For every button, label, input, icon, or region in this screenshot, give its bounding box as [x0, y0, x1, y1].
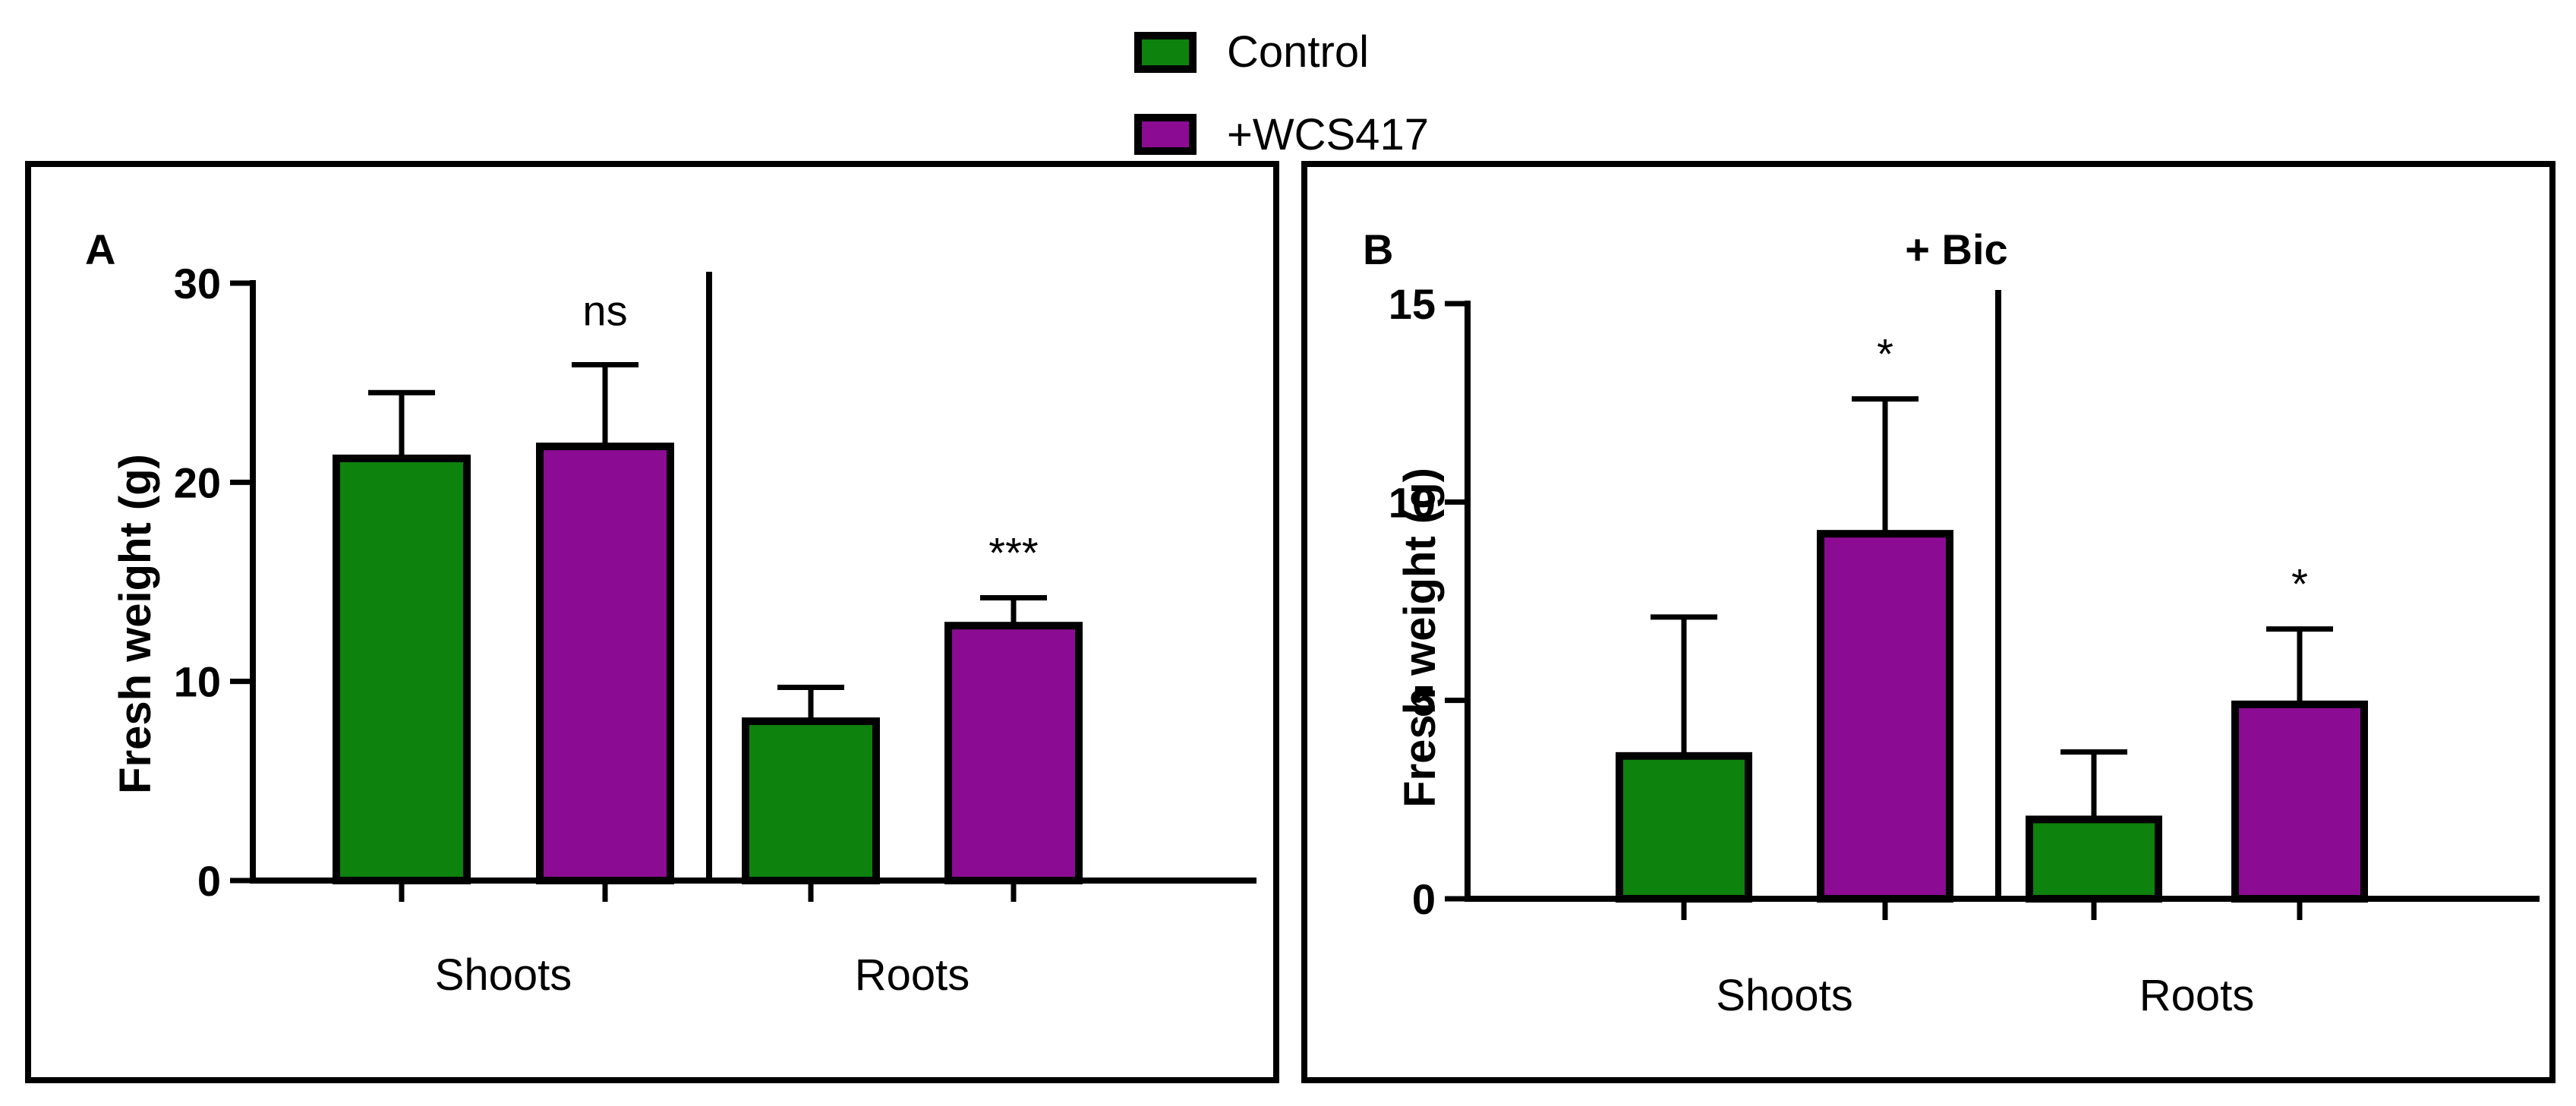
legend-label-treatment: +WCS417 [1227, 110, 1429, 159]
significance-label: ns [582, 287, 627, 335]
panel-a-label: A [85, 225, 115, 273]
bar-roots-treatment [2231, 700, 2368, 903]
significance-label: * [2291, 560, 2308, 608]
panel-b-frame [1301, 161, 2556, 1083]
panel-a-ylabel: Fresh weight (g) [111, 454, 160, 794]
bar-roots-control [2026, 815, 2162, 903]
bar-shoots-control [333, 454, 471, 884]
y-tick-label: 30 [174, 260, 221, 307]
bar-roots-treatment [944, 622, 1083, 884]
legend: Control +WCS417 [1134, 27, 1429, 159]
y-tick-label: 15 [1389, 280, 1436, 328]
panel-a-frame [25, 161, 1279, 1083]
y-tick-label: 20 [174, 458, 221, 506]
significance-label: *** [988, 528, 1038, 576]
significance-label: * [1877, 329, 1893, 377]
category-label: Shoots [1716, 971, 1853, 1020]
panel-b-label: B [1363, 225, 1393, 273]
legend-swatch-treatment [1134, 114, 1197, 155]
panel-a: A Fresh weight (g) 0 10 20 30 Shoots Roots ns *… [25, 161, 1279, 1083]
legend-label-control: Control [1227, 27, 1369, 77]
panel-b-title: + Bic [1905, 225, 2007, 273]
category-label: Shoots [435, 950, 572, 1000]
y-tick-label: 10 [1389, 478, 1436, 526]
legend-swatch-control [1134, 32, 1197, 73]
y-tick-label: 5 [1412, 677, 1436, 725]
y-tick-label: 0 [197, 857, 221, 905]
bar-shoots-treatment [536, 443, 674, 884]
bar-shoots-treatment [1817, 530, 1953, 903]
y-tick-label: 0 [1412, 875, 1436, 923]
bar-roots-control [742, 717, 880, 885]
y-tick-label: 10 [174, 658, 221, 706]
bar-shoots-control [1616, 752, 1752, 903]
panel-b: B + Bic Fresh weight (g) 0 5 10 15 Shoots Roo… [1301, 161, 2556, 1083]
category-label: Roots [855, 950, 970, 1000]
panel-b-ylabel: Fresh weight (g) [1395, 468, 1445, 808]
category-label: Roots [2139, 971, 2255, 1020]
